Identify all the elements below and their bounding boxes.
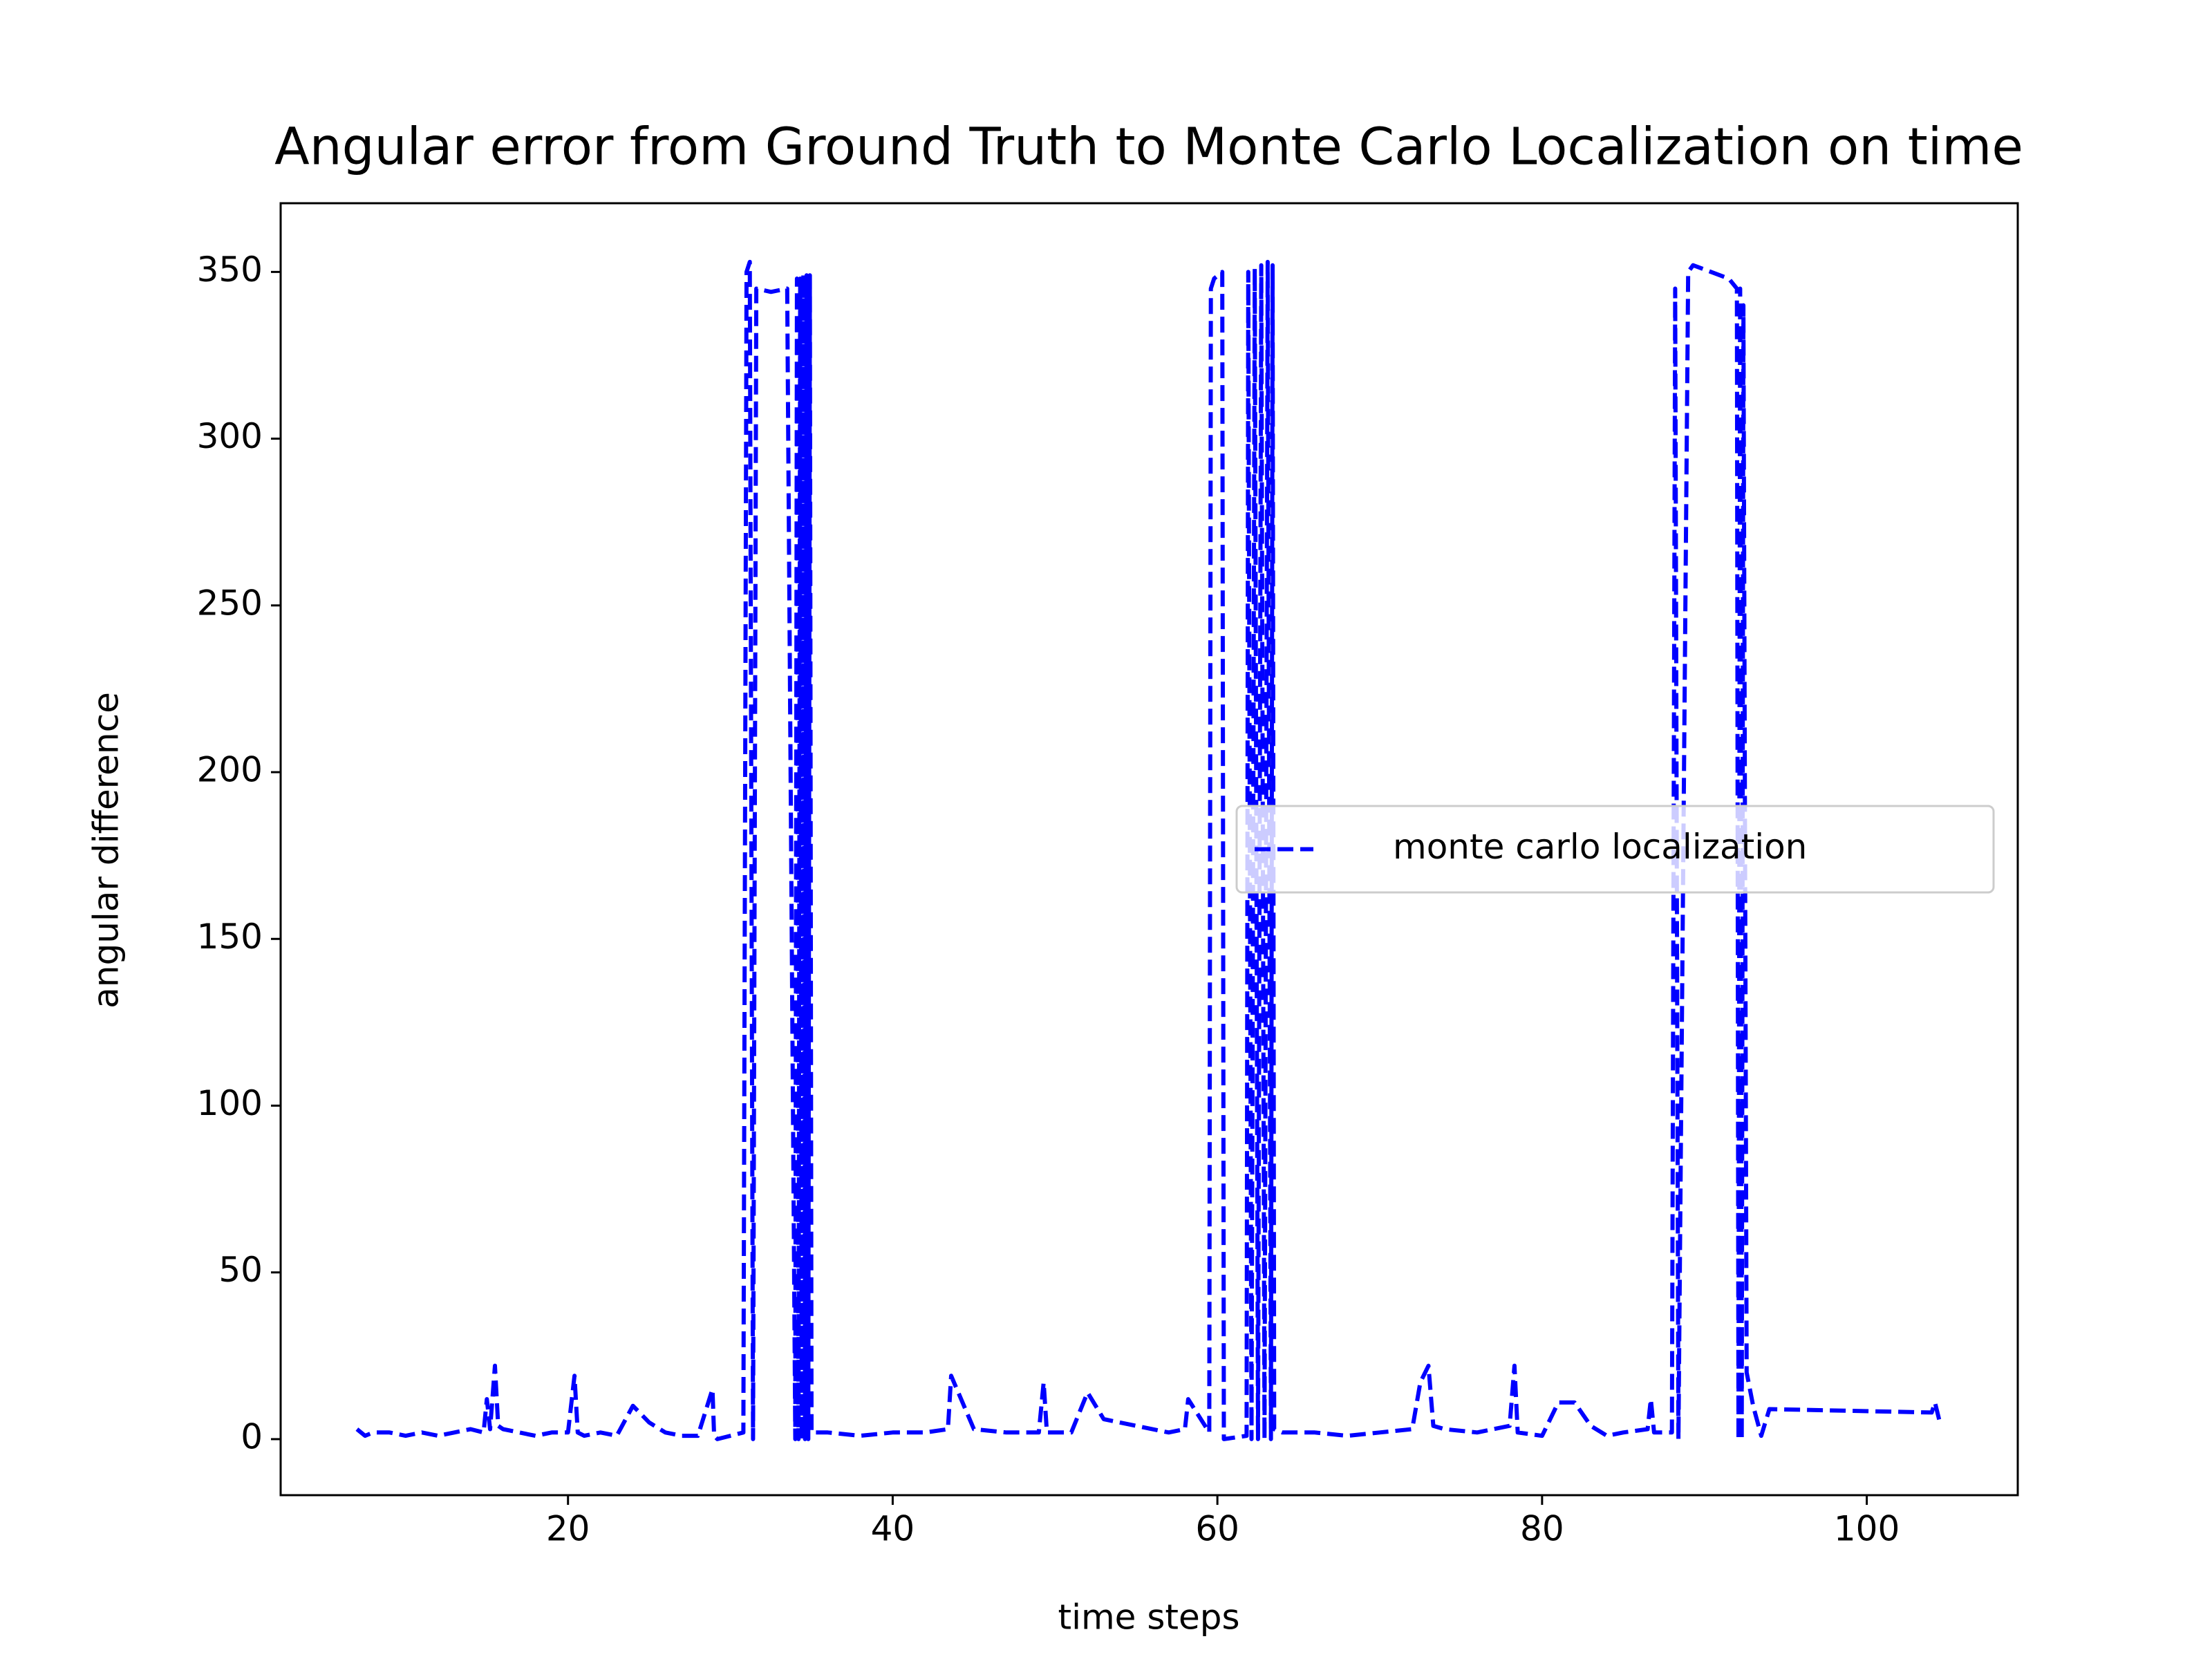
y-axis-label: angular difference [86, 692, 126, 1009]
data-line [355, 259, 1942, 1441]
y-tick-label: 200 [197, 750, 263, 790]
y-tick-label: 100 [197, 1083, 263, 1123]
x-tick-label: 100 [1834, 1509, 1900, 1549]
x-tick-label: 20 [546, 1509, 590, 1549]
y-tick-label: 300 [197, 416, 263, 456]
y-tick-label: 250 [197, 583, 263, 623]
y-tick-label: 0 [241, 1416, 263, 1456]
x-tick-label: 40 [871, 1509, 915, 1549]
y-tick-label: 150 [197, 917, 263, 957]
plot-frame [279, 202, 2019, 1497]
legend-label: monte carlo localization [1393, 827, 1807, 867]
x-axis-label: time steps [1058, 1597, 1239, 1638]
legend-box [1235, 805, 1995, 894]
x-tick-label: 60 [1195, 1509, 1239, 1549]
y-tick-label: 50 [218, 1250, 263, 1290]
x-tick-label: 80 [1520, 1509, 1564, 1549]
chart-title: Angular error from Ground Truth to Monte… [274, 118, 2023, 177]
y-tick-label: 350 [197, 250, 263, 290]
